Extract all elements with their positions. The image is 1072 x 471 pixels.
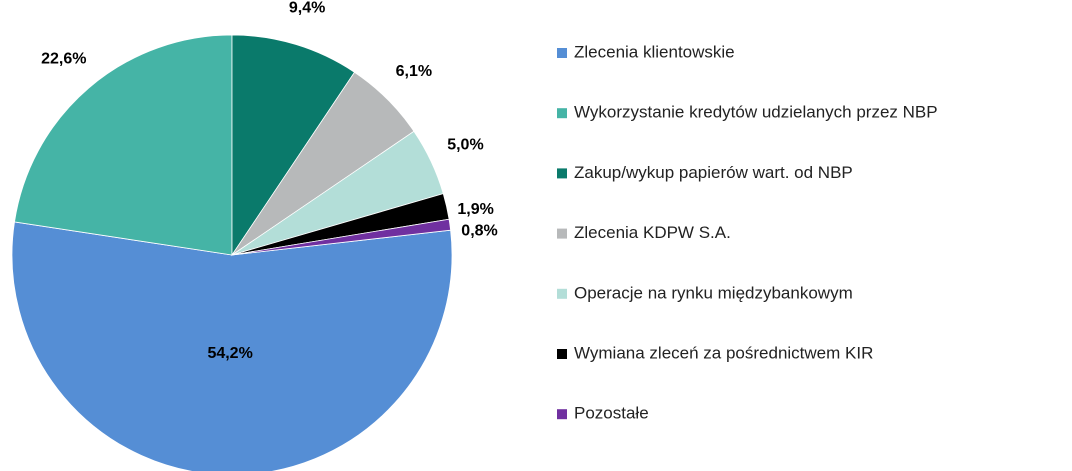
- pie-slice: [231, 34, 356, 257]
- legend-label: Operacje na rynku międzybankowym: [574, 283, 853, 302]
- legend-label: Pozostałe: [574, 404, 649, 423]
- value-label: 9,4%: [289, 0, 325, 16]
- legend-label: Zlecenia KDPW S.A.: [574, 223, 731, 242]
- legend-marker: [557, 48, 567, 58]
- legend-label: Zlecenia klientowskie: [574, 42, 735, 61]
- legend-marker: [557, 228, 567, 239]
- pie-slice: [231, 218, 452, 256]
- value-label: 0,8%: [461, 223, 497, 240]
- legend-marker: [557, 108, 567, 119]
- value-label: 1,9%: [457, 201, 493, 218]
- legend-label: Zakup/wykup papierów wart. od NBP: [574, 163, 853, 182]
- value-label: 54,2%: [207, 345, 252, 362]
- legend-marker: [557, 349, 567, 359]
- legend-label: Wykorzystanie kredytów udzielanych przez…: [574, 103, 938, 122]
- value-label: 5,0%: [447, 136, 483, 153]
- pie-slice: [11, 221, 453, 471]
- value-label: 6,1%: [396, 63, 432, 80]
- value-label: 22,6%: [41, 51, 86, 68]
- pie-slice: [14, 34, 233, 256]
- legend-marker: [557, 168, 567, 179]
- legend-marker: [557, 288, 567, 299]
- legend-label: Wymiana zleceń za pośrednictwem KIR: [574, 343, 873, 362]
- legend-marker: [557, 409, 567, 420]
